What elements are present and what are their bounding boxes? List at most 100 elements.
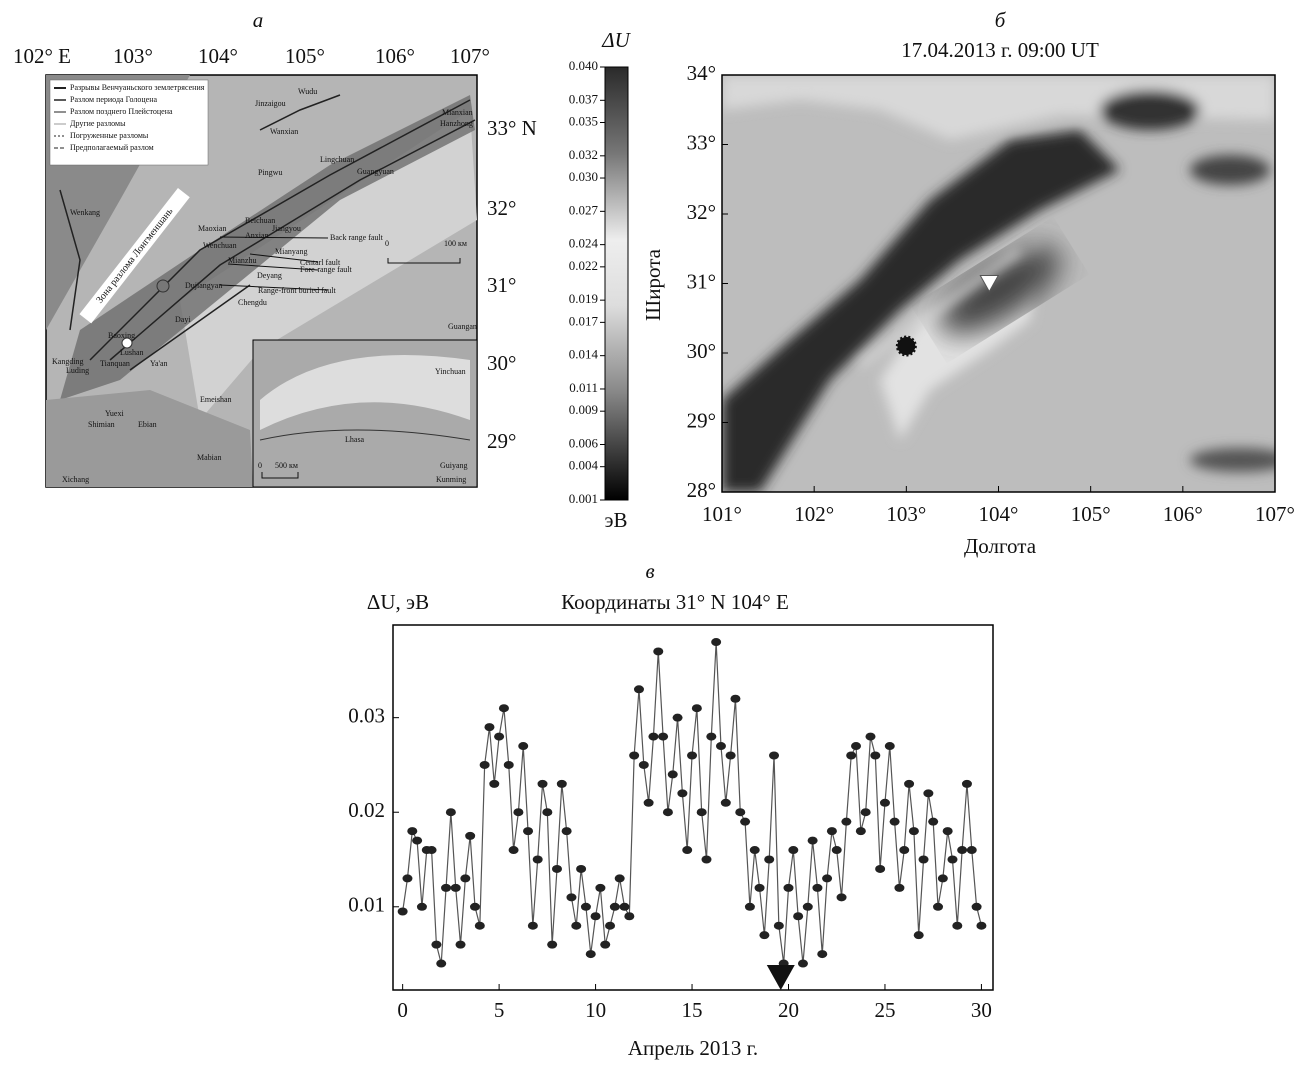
data-point	[662, 808, 673, 817]
place: Dujiangyan	[185, 281, 222, 290]
colorbar-tick-label: 0.032	[569, 147, 598, 162]
place: Kangding	[52, 357, 84, 366]
data-point	[711, 638, 722, 647]
colorbar-tick-label: 0.014	[569, 347, 599, 362]
data-point	[527, 921, 538, 930]
data-point	[412, 836, 423, 845]
data-point	[730, 694, 741, 703]
data-point	[812, 883, 823, 892]
place: Anxian	[245, 231, 269, 240]
data-point	[826, 827, 837, 836]
data-point	[547, 940, 558, 949]
y-tick-label: 33°	[687, 130, 716, 154]
data-point	[561, 827, 572, 836]
x-tick-label: 106°	[1163, 502, 1203, 526]
data-point	[498, 704, 509, 713]
place: Luding	[66, 366, 89, 375]
panel-label: а	[253, 8, 264, 32]
place: Lingchuan	[320, 155, 354, 164]
data-point	[855, 827, 866, 836]
data-point	[769, 751, 780, 760]
data-point	[851, 742, 862, 751]
y-axis-label: ΔU, эВ	[367, 590, 429, 614]
data-point	[923, 789, 934, 798]
y-tick-label: 0.03	[348, 703, 385, 727]
data-point	[426, 846, 437, 855]
y-axis-label: Широта	[641, 248, 665, 321]
x-tick-label: 25	[874, 998, 895, 1022]
data-point	[489, 779, 500, 788]
place: Mianxian	[442, 108, 473, 117]
data-point	[918, 855, 929, 864]
place: Lushan	[120, 348, 144, 357]
data-point	[715, 742, 726, 751]
lat-label: 31°	[487, 273, 516, 297]
data-point	[865, 732, 876, 741]
place: Lhasa	[345, 435, 365, 444]
data-point	[469, 902, 480, 911]
data-point	[474, 921, 485, 930]
place: Kunming	[436, 475, 466, 484]
data-point	[600, 940, 611, 949]
x-tick-label: 0	[397, 998, 408, 1022]
data-point	[706, 732, 717, 741]
data-point	[846, 751, 857, 760]
data-point	[629, 751, 640, 760]
lat-label: 32°	[487, 196, 516, 220]
colorbar-tick-label: 0.001	[569, 491, 598, 506]
place: Chengdu	[238, 298, 267, 307]
place: Jiangyou	[272, 224, 301, 233]
place: Tianquan	[100, 359, 130, 368]
data-point	[841, 817, 852, 826]
lon-labels: 102° E 103° 104° 105° 106° 107°	[13, 44, 490, 68]
place: Guiyang	[440, 461, 468, 470]
data-point	[677, 789, 688, 798]
epicenter-marker	[895, 335, 917, 357]
data-point	[957, 846, 968, 855]
lon-label: 104°	[198, 44, 238, 68]
data-point	[822, 874, 833, 883]
place: Hanzhong	[440, 119, 473, 128]
data-point	[797, 959, 808, 968]
colorbar-tick-label: 0.030	[569, 169, 598, 184]
data-point	[633, 685, 644, 694]
data-point	[556, 779, 567, 788]
data-point	[725, 751, 736, 760]
colorbar-tick-label: 0.022	[569, 258, 598, 273]
panel-label: в	[645, 559, 654, 583]
x-tick-label: 107°	[1255, 502, 1295, 526]
plot-frame	[392, 624, 994, 991]
data-point	[759, 931, 770, 940]
lat-labels: 33° N 32° 31° 30° 29°	[487, 116, 537, 453]
place: Wudu	[298, 87, 317, 96]
data-point	[479, 760, 490, 769]
data-point	[513, 808, 524, 817]
data-point	[576, 864, 587, 873]
colorbar	[604, 66, 629, 501]
x-tick-label: 102°	[794, 502, 834, 526]
place: Ebian	[138, 420, 157, 429]
x-tick-label: 10	[585, 998, 606, 1022]
data-point	[523, 827, 534, 836]
data-point	[942, 827, 953, 836]
x-tick-label: 103°	[886, 502, 926, 526]
x-axis-label: Апрель 2013 г.	[628, 1036, 758, 1060]
lon-label: 103°	[113, 44, 153, 68]
scale-label: 500 км	[275, 461, 298, 470]
legend-entry: Другие разломы	[70, 119, 126, 128]
data-point	[638, 760, 649, 769]
fault-label: Back range fault	[330, 233, 384, 242]
event-marker	[766, 965, 795, 990]
data-point	[817, 950, 828, 959]
data-point	[595, 883, 606, 892]
colorbar-title: ΔU	[601, 28, 631, 52]
colorbar-tick-label: 0.006	[569, 435, 599, 450]
legend-entry: Разлом позднего Плейстоцена	[70, 107, 173, 116]
place: Baoxing	[108, 331, 135, 340]
data-point	[754, 883, 765, 892]
data-point	[966, 846, 977, 855]
panel-label: б	[995, 8, 1007, 32]
x-tick-label: 30	[971, 998, 992, 1022]
y-tick-label: 28°	[687, 478, 716, 502]
data-point	[465, 831, 476, 840]
